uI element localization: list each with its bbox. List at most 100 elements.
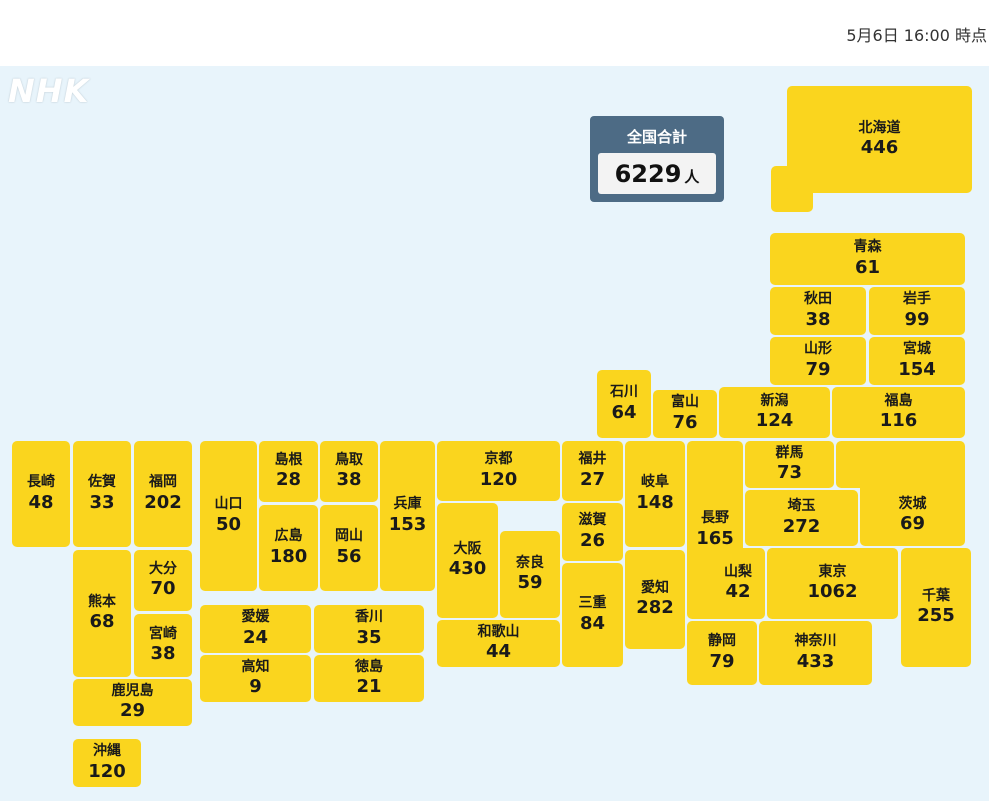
pref-mie[interactable]: 三重 84 xyxy=(562,563,623,667)
pref-name: 福島 xyxy=(884,392,913,409)
pref-ishikawa[interactable]: 石川 64 xyxy=(597,370,651,438)
pref-name: 和歌山 xyxy=(477,623,520,640)
pref-count: 69 xyxy=(899,513,926,535)
pref-count: 202 xyxy=(144,491,182,513)
pref-name: 埼玉 xyxy=(787,498,816,515)
pref-name: 京都 xyxy=(484,451,513,468)
pref-count: 9 xyxy=(249,676,262,698)
pref-shiga[interactable]: 滋賀 26 xyxy=(562,503,623,561)
pref-name: 東京 xyxy=(818,563,847,580)
pref-count: 153 xyxy=(388,513,427,535)
pref-akita[interactable]: 秋田 38 xyxy=(770,287,866,335)
national-total-inner: 6229 人 xyxy=(598,153,716,194)
pref-saitama[interactable]: 埼玉 272 xyxy=(745,490,858,546)
pref-kanagawa[interactable]: 神奈川 433 xyxy=(759,621,872,685)
pref-hiroshima[interactable]: 広島 180 xyxy=(259,505,318,591)
pref-name: 兵庫 xyxy=(393,496,422,513)
pref-kochi[interactable]: 高知 9 xyxy=(200,655,311,702)
pref-count: 79 xyxy=(709,650,735,672)
pref-hyogo[interactable]: 兵庫 153 xyxy=(380,441,435,591)
pref-gifu[interactable]: 岐阜 148 xyxy=(625,441,685,547)
nhk-logo: NHK xyxy=(8,72,90,110)
pref-count: 38 xyxy=(336,469,362,491)
pref-count: 1062 xyxy=(807,581,858,603)
pref-name: 千葉 xyxy=(922,587,950,604)
pref-kagoshima[interactable]: 鹿児島 29 xyxy=(73,679,192,726)
pref-yamaguchi[interactable]: 山口 50 xyxy=(200,441,257,591)
pref-miyazaki[interactable]: 宮崎 38 xyxy=(134,614,192,677)
pref-count: 44 xyxy=(485,641,512,663)
pref-aomori[interactable]: 青森 61 xyxy=(770,233,965,285)
pref-shizuoka[interactable]: 静岡 79 xyxy=(687,621,757,685)
pref-name: 広島 xyxy=(274,528,303,545)
pref-count: 59 xyxy=(517,572,543,594)
pref-fukushima[interactable]: 福島 116 xyxy=(832,387,965,438)
pref-count: 73 xyxy=(776,462,803,484)
national-total-unit: 人 xyxy=(684,168,700,186)
pref-name: 茨城 xyxy=(898,495,927,512)
pref-yamanashi[interactable]: 山梨 42 xyxy=(711,548,765,619)
pref-tokyo[interactable]: 東京 1062 xyxy=(767,548,898,619)
pref-saga[interactable]: 佐賀 33 xyxy=(73,441,131,547)
pref-count: 79 xyxy=(805,358,831,380)
pref-ehime[interactable]: 愛媛 24 xyxy=(200,605,311,653)
pref-tokushima[interactable]: 徳島 21 xyxy=(314,655,424,702)
pref-count: 272 xyxy=(782,515,821,537)
pref-shimane[interactable]: 島根 28 xyxy=(259,441,318,502)
pref-name: 岐阜 xyxy=(641,474,669,491)
pref-okayama[interactable]: 岡山 56 xyxy=(320,505,378,591)
pref-count: 33 xyxy=(89,491,115,513)
pref-name: 長崎 xyxy=(27,474,55,491)
pref-name: 岡山 xyxy=(335,528,363,545)
pref-gunma[interactable]: 群馬 73 xyxy=(745,441,834,488)
pref-name: 島根 xyxy=(274,451,303,468)
pref-name: 大分 xyxy=(149,560,177,577)
pref-count: 165 xyxy=(696,527,734,549)
pref-count: 56 xyxy=(336,545,362,567)
pref-count: 28 xyxy=(275,469,302,491)
pref-name: 長野 xyxy=(701,510,729,527)
pref-count: 35 xyxy=(356,626,382,648)
pref-nagasaki[interactable]: 長崎 48 xyxy=(12,441,70,547)
pref-hokkaido[interactable]: 北海道 446 xyxy=(787,86,972,193)
pref-iwate[interactable]: 岩手 99 xyxy=(869,287,965,335)
pref-name: 宮城 xyxy=(903,341,931,358)
national-total-box: 全国合計 6229 人 xyxy=(590,116,724,202)
pref-count: 430 xyxy=(448,558,487,580)
timestamp: 5月6日 16:00 時点 xyxy=(846,26,987,45)
pref-name: 香川 xyxy=(355,609,383,626)
pref-count: 70 xyxy=(150,578,176,600)
pref-name: 北海道 xyxy=(858,119,901,136)
pref-osaka[interactable]: 大阪 430 xyxy=(437,503,498,618)
pref-name: 福井 xyxy=(578,451,607,468)
pref-name: 三重 xyxy=(578,595,607,612)
pref-kyoto[interactable]: 京都 120 xyxy=(437,441,560,501)
pref-kagawa[interactable]: 香川 35 xyxy=(314,605,424,653)
pref-aichi[interactable]: 愛知 282 xyxy=(625,550,685,649)
pref-toyama[interactable]: 富山 76 xyxy=(653,390,717,438)
pref-miyagi[interactable]: 宮城 154 xyxy=(869,337,965,385)
pref-ibaraki[interactable]: 茨城 69 xyxy=(860,441,965,546)
pref-count: 116 xyxy=(879,410,918,432)
pref-oita[interactable]: 大分 70 xyxy=(134,550,192,611)
pref-tottori[interactable]: 鳥取 38 xyxy=(320,441,378,502)
pref-name: 福岡 xyxy=(149,474,177,491)
pref-niigata[interactable]: 新潟 124 xyxy=(719,387,830,438)
pref-fukuoka[interactable]: 福岡 202 xyxy=(134,441,192,547)
pref-name: 石川 xyxy=(610,384,638,401)
national-total-value: 6229 xyxy=(614,159,682,188)
pref-wakayama[interactable]: 和歌山 44 xyxy=(437,620,560,667)
pref-name: 青森 xyxy=(853,239,882,256)
pref-nara[interactable]: 奈良 59 xyxy=(500,531,560,618)
pref-count: 42 xyxy=(725,581,751,603)
pref-count: 50 xyxy=(215,513,242,535)
pref-name: 秋田 xyxy=(804,291,832,308)
pref-name: 山梨 xyxy=(724,563,752,580)
pref-name: 新潟 xyxy=(760,392,789,409)
pref-name: 宮崎 xyxy=(149,625,177,642)
pref-okinawa[interactable]: 沖縄 120 xyxy=(73,739,141,787)
pref-kumamoto[interactable]: 熊本 68 xyxy=(73,550,131,677)
pref-yamagata[interactable]: 山形 79 xyxy=(770,337,866,385)
pref-fukui[interactable]: 福井 27 xyxy=(562,441,623,501)
pref-chiba[interactable]: 千葉 255 xyxy=(901,548,971,667)
